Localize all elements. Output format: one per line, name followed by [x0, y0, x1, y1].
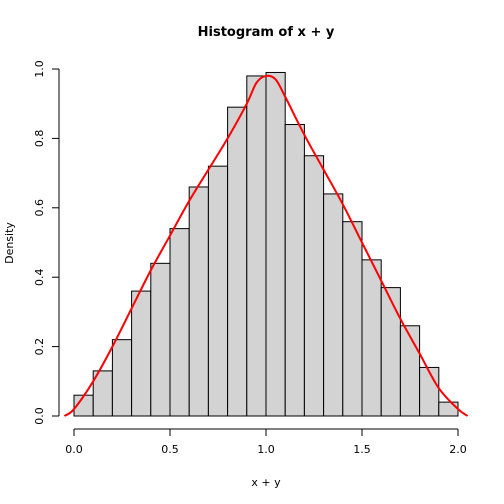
histogram-bar [227, 106, 248, 417]
histogram-bar [111, 339, 133, 417]
histogram-bar [361, 259, 382, 417]
histogram-bar [399, 325, 421, 417]
histogram-bar [207, 165, 229, 417]
y-axis-label: Density [3, 222, 16, 264]
histogram-bar [380, 287, 401, 417]
y-tick-label: 0.6 [33, 199, 46, 217]
histogram-bar [150, 262, 171, 417]
x-tick-label: 1.0 [257, 443, 275, 456]
histogram-bar [246, 75, 267, 417]
x-tick-label: 0.5 [161, 443, 179, 456]
chart-title: Histogram of x + y [198, 25, 335, 40]
x-tick-label: 2.0 [449, 443, 467, 456]
histogram-bar [188, 186, 209, 417]
histogram-bars [73, 71, 459, 417]
y-tick-label: 0.0 [33, 407, 46, 425]
y-axis: 0.0 0.2 0.4 0.6 0.8 1.0 [33, 60, 60, 425]
y-tick-label: 0.2 [33, 338, 46, 356]
histogram-bar [323, 193, 344, 417]
histogram-bar [131, 290, 152, 417]
y-tick-label: 1.0 [33, 60, 46, 78]
histogram-bar [438, 401, 459, 417]
histogram-bar [419, 366, 440, 417]
y-tick-label: 0.4 [33, 268, 46, 286]
x-tick-label: 0.0 [65, 443, 83, 456]
histogram-bar [303, 155, 325, 417]
histogram-bar [284, 124, 305, 417]
y-tick-label: 0.8 [33, 130, 46, 148]
histogram-bar [342, 221, 363, 417]
x-axis: 0.0 0.5 1.0 1.5 2.0 [65, 428, 467, 456]
x-axis-label: x + y [251, 476, 281, 489]
histogram-bar [265, 71, 286, 417]
histogram-bar [169, 228, 190, 417]
density-curve [63, 74, 469, 417]
x-tick-label: 1.5 [353, 443, 371, 456]
